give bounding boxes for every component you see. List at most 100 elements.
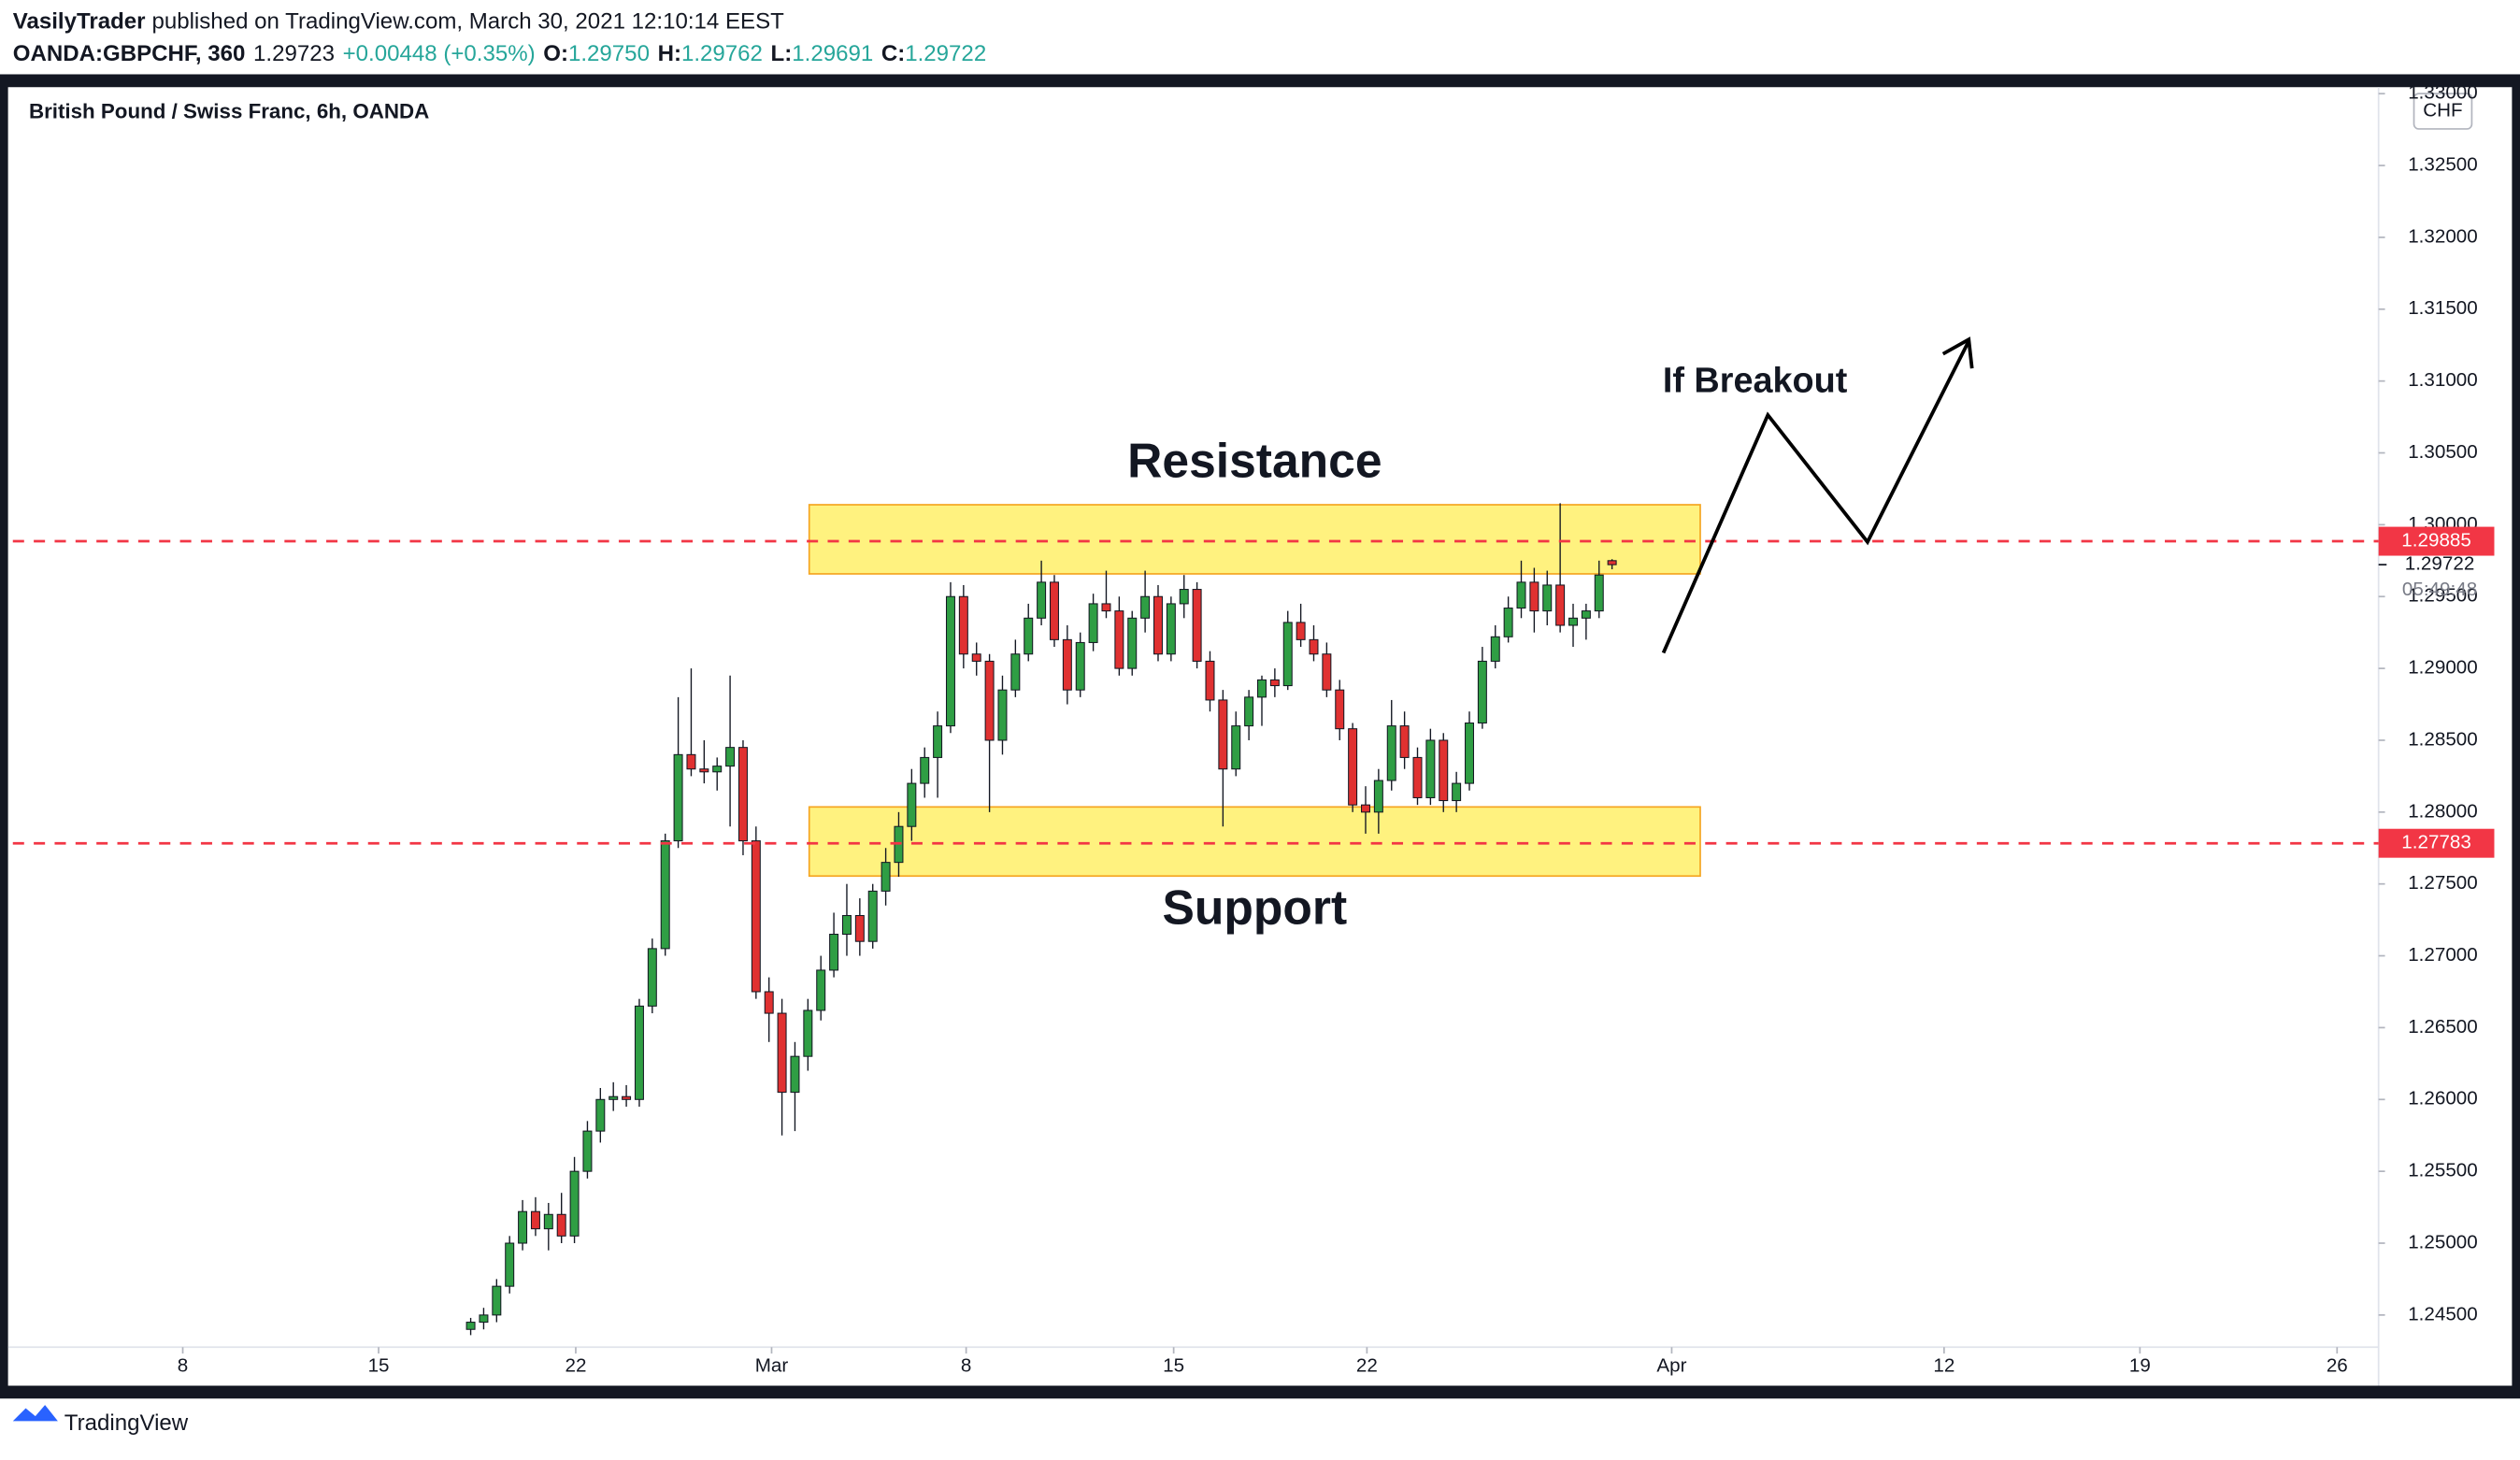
candle-body: [1594, 574, 1604, 612]
zone-label: Support: [1163, 880, 1348, 935]
candle-body: [1516, 581, 1526, 609]
tradingview-logo: [12, 1405, 58, 1422]
y-tick-label: 1.25500: [2408, 1160, 2478, 1181]
change: +0.00448 (+0.35%): [343, 41, 536, 66]
candle-body: [945, 595, 955, 727]
currency-box[interactable]: [2413, 93, 2473, 130]
last-price-label: 1.29722: [2405, 553, 2475, 575]
y-tick-label: 1.27000: [2408, 944, 2478, 966]
candle-body: [556, 1213, 566, 1237]
level-label: 1.27783: [2401, 832, 2471, 853]
y-tick-label: 1.33000: [2408, 82, 2478, 104]
candle-body: [1568, 617, 1578, 626]
candle-body: [1282, 622, 1293, 687]
countdown: 05:49:48: [2402, 579, 2477, 600]
candle-body: [1335, 689, 1345, 730]
currency: CHF: [2423, 99, 2462, 121]
chart-title: British Pound / Swiss Franc, 6h, OANDA: [29, 100, 429, 123]
candle-body: [920, 756, 930, 784]
candle-body: [829, 933, 839, 971]
candle-body: [984, 660, 995, 741]
candle-body: [1503, 608, 1513, 637]
candle-body: [1127, 617, 1138, 669]
candle-body: [933, 725, 943, 758]
candle-body: [790, 1055, 800, 1094]
candle-body: [958, 595, 968, 655]
y-tick-label: 1.28500: [2408, 728, 2478, 750]
candle-body: [1205, 660, 1215, 701]
y-tick-label: 1.26500: [2408, 1016, 2478, 1038]
candle-body: [1452, 782, 1462, 802]
y-tick-label: 1.24500: [2408, 1303, 2478, 1324]
ohlc-label: O:: [543, 41, 568, 66]
candle-body: [712, 766, 723, 773]
chart-frame: [0, 74, 2520, 1399]
candle-body: [1309, 638, 1319, 655]
x-tick-label: 8: [178, 1354, 188, 1376]
y-tick-label: 1.32000: [2408, 225, 2478, 247]
y-tick-label: 1.29000: [2408, 657, 2478, 679]
level-label-box: [2378, 526, 2495, 556]
x-tick-label: 19: [2129, 1354, 2151, 1376]
candle-body: [465, 1322, 476, 1330]
candle-body: [1477, 660, 1487, 724]
candle-body: [660, 840, 670, 950]
candle-body: [1490, 636, 1500, 662]
level-label-box: [2378, 828, 2495, 858]
zone: [808, 504, 1701, 575]
candle-body: [816, 969, 826, 1011]
candle-body: [881, 862, 891, 892]
x-tick-label: 15: [1163, 1354, 1184, 1376]
candle-body: [1555, 584, 1566, 626]
candle-body: [1581, 610, 1591, 619]
candle-body: [1179, 589, 1189, 605]
x-tick-label: Mar: [755, 1354, 789, 1376]
ohlc-value: 1.29722: [905, 41, 986, 66]
y-tick-label: 1.26000: [2408, 1088, 2478, 1109]
candle-body: [1231, 725, 1241, 770]
candle-body: [1412, 756, 1423, 798]
candle-body: [1529, 581, 1539, 612]
candle-body: [673, 753, 683, 842]
candle-body: [1361, 804, 1370, 813]
arrow-head: [1941, 336, 1974, 369]
candle-body: [1439, 739, 1449, 802]
candle-body: [1192, 589, 1202, 662]
annotation: If Breakout: [1663, 362, 1848, 401]
candle-body: [1257, 679, 1267, 698]
candle-body: [1386, 725, 1396, 781]
candle-body: [609, 1095, 619, 1100]
zone-label: Resistance: [1127, 434, 1382, 488]
candle-body: [907, 782, 917, 827]
candle-body: [530, 1210, 540, 1230]
plot-area: 1.24500 1.25000 1.25500 1.26000 1.26500 1.270…: [12, 82, 2478, 1376]
candle-body: [854, 915, 865, 942]
level-label: 1.29885: [2401, 530, 2471, 551]
candle-body: [1140, 595, 1151, 619]
author: VasilyTrader: [13, 9, 146, 35]
candle-body: [1166, 603, 1176, 655]
candle-body: [803, 1009, 813, 1057]
y-tick-label: 1.29500: [2408, 585, 2478, 607]
x-tick-label: 26: [2327, 1354, 2348, 1376]
header-line-1: VasilyTrader published on TradingView.com…: [13, 9, 784, 35]
candle-body: [1024, 617, 1034, 655]
candle-body: [725, 747, 736, 767]
last-price: 1.29723: [253, 41, 335, 66]
candle-body: [997, 689, 1008, 741]
candle-body: [867, 890, 878, 942]
candle-body: [1218, 699, 1228, 770]
x-tick-label: 22: [565, 1354, 586, 1376]
published: published on TradingView.com, March 30, …: [151, 9, 784, 35]
candle-body: [971, 653, 981, 662]
candle-body: [1269, 679, 1280, 687]
candle-body: [647, 948, 657, 1007]
y-tick-label: 1.32500: [2408, 154, 2478, 176]
candle-body: [1075, 641, 1085, 691]
candle-body: [622, 1095, 632, 1100]
y-tick-label: 1.30500: [2408, 441, 2478, 463]
ohlc-value: 1.29762: [681, 41, 763, 66]
candle-body: [1088, 603, 1098, 643]
